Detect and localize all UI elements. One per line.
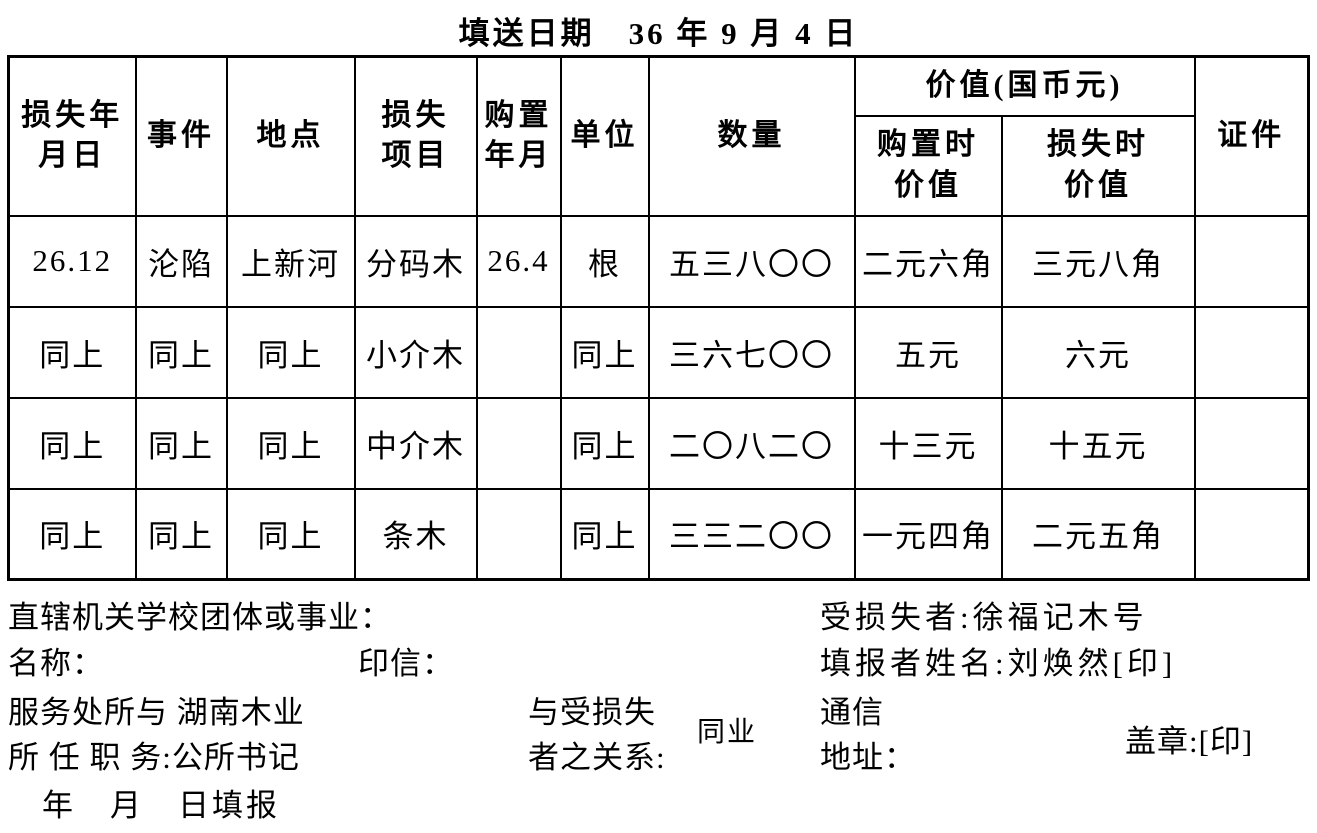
table-cell: 根 <box>559 214 650 308</box>
table-cell <box>475 396 562 490</box>
table-cell <box>1193 487 1310 581</box>
loss-report-table: 损失年 月日 事件 地点 损失 项目 购置 年月 单位 数量 价值(国币元) 证… <box>7 55 1311 581</box>
table-row: 同上 同上 同上 小介木 同上 三六七〇〇 五元 六元 <box>7 305 1310 399</box>
stamp-label: 盖章:[印] <box>1125 724 1254 759</box>
table-cell: 一元四角 <box>853 487 1003 581</box>
table-cell: 同上 <box>7 396 137 490</box>
table-cell: 同上 <box>559 305 650 399</box>
table-cell <box>1193 214 1310 308</box>
reporter-name: 填报者姓名:刘焕然[印] <box>820 646 1177 681</box>
col-header-loss-date: 损失年 月日 <box>7 55 137 217</box>
table-cell: 分码木 <box>353 214 478 308</box>
form-date-title: 填送日期 36 年 9 月 4 日 <box>458 16 859 51</box>
table-row: 26.12 沦陷 上新河 分码木 26.4 根 五三八〇〇 二元六角 三元八角 <box>7 214 1310 308</box>
col-header-loss-item: 损失 项目 <box>353 55 478 217</box>
table-cell: 同上 <box>225 396 356 490</box>
table-cell: 二〇八二〇 <box>647 396 856 490</box>
table-cell: 同上 <box>225 305 356 399</box>
table-cell: 三三二〇〇 <box>647 487 856 581</box>
relation-value: 同业 <box>697 717 758 748</box>
table-cell: 26.12 <box>7 214 137 308</box>
table-cell: 六元 <box>1000 305 1196 399</box>
fill-date-line: 年 月 日填报 <box>42 788 280 823</box>
table-cell: 十五元 <box>1000 396 1196 490</box>
table-cell: 五三八〇〇 <box>647 214 856 308</box>
col-header-value-at-loss: 损失时 价值 <box>1000 114 1196 217</box>
position-line: 所 任 职 务:公所书记 <box>8 740 300 775</box>
table-cell <box>475 487 562 581</box>
col-header-purchase-date: 购置 年月 <box>475 55 562 217</box>
col-header-value-group: 价值(国币元) <box>853 55 1196 117</box>
table-cell: 同上 <box>225 487 356 581</box>
table-cell: 小介木 <box>353 305 478 399</box>
table-row: 同上 同上 同上 条木 同上 三三二〇〇 一元四角 二元五角 <box>7 487 1310 581</box>
table-row: 同上 同上 同上 中介木 同上 二〇八二〇 十三元 十五元 <box>7 396 1310 490</box>
table-cell: 26.4 <box>475 214 562 308</box>
col-header-location: 地点 <box>225 55 356 217</box>
table-cell: 同上 <box>134 487 228 581</box>
col-header-quantity: 数量 <box>647 55 856 217</box>
table-cell: 三六七〇〇 <box>647 305 856 399</box>
table-cell: 上新河 <box>225 214 356 308</box>
comm-label-line2: 地址： <box>820 740 916 775</box>
table-cell: 同上 <box>134 396 228 490</box>
table-cell: 沦陷 <box>134 214 228 308</box>
table-cell: 同上 <box>559 487 650 581</box>
col-header-unit: 单位 <box>559 55 650 217</box>
comm-label-line1: 通信 <box>820 695 884 730</box>
table-cell: 五元 <box>853 305 1003 399</box>
table-cell: 条木 <box>353 487 478 581</box>
table-cell: 同上 <box>7 305 137 399</box>
relation-label-line2: 者之关系: <box>528 740 666 775</box>
table-cell <box>475 305 562 399</box>
table-cell: 同上 <box>7 487 137 581</box>
col-header-certificate: 证件 <box>1193 55 1310 217</box>
table-cell: 三元八角 <box>1000 214 1196 308</box>
seal-label: 印信： <box>358 646 454 681</box>
table-cell <box>1193 305 1310 399</box>
service-place-line: 服务处所与 湖南木业 <box>8 695 305 730</box>
table-cell: 二元五角 <box>1000 487 1196 581</box>
table-cell: 同上 <box>134 305 228 399</box>
table-cell: 同上 <box>559 396 650 490</box>
col-header-event: 事件 <box>134 55 228 217</box>
table-cell <box>1193 396 1310 490</box>
col-header-value-at-purchase: 购置时 价值 <box>853 114 1003 217</box>
name-label: 名称： <box>8 646 104 681</box>
table-cell: 十三元 <box>853 396 1003 490</box>
victim-name: 受损失者:徐福记木号 <box>820 600 1148 635</box>
table-cell: 二元六角 <box>853 214 1003 308</box>
table-cell: 中介木 <box>353 396 478 490</box>
relation-label-line1: 与受损失 <box>528 695 656 730</box>
org-label: 直辖机关学校团体或事业： <box>8 600 392 635</box>
